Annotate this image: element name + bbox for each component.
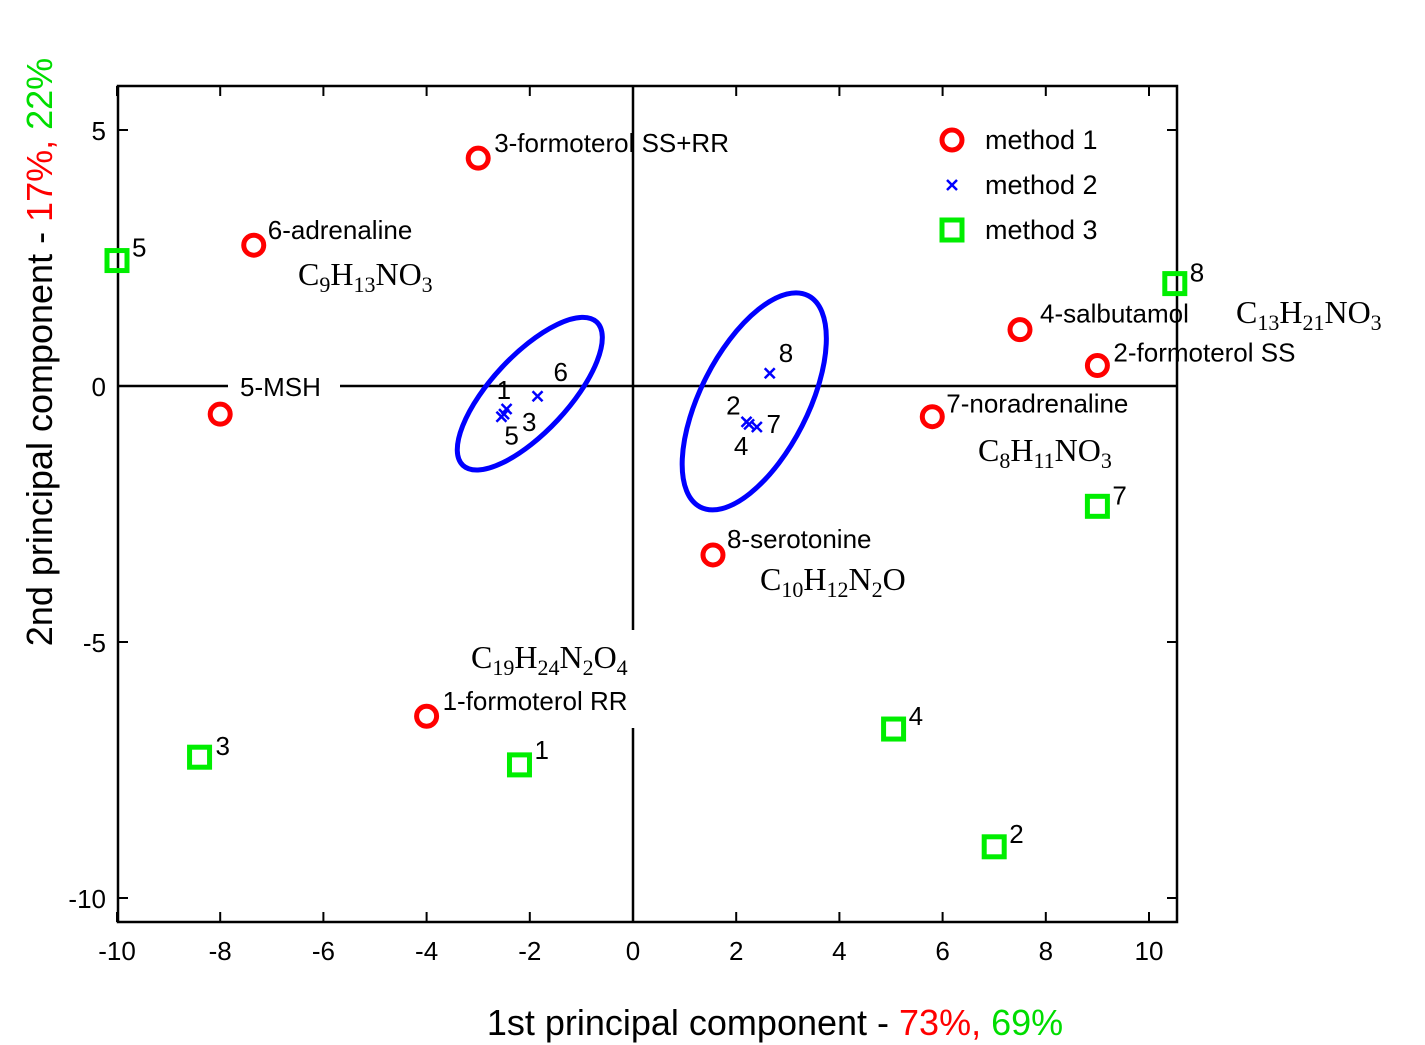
point-label: 6 <box>554 357 568 387</box>
chemical-formula: C13H21NO3 <box>1236 294 1382 335</box>
method3-point <box>104 248 130 274</box>
chemical-formula: C8H11NO3 <box>978 432 1112 473</box>
method2-point <box>531 390 544 403</box>
method1-point <box>465 145 491 171</box>
x-axis-pct-method3: 69% <box>991 1002 1063 1043</box>
point-label: 4-salbutamol <box>1040 299 1189 329</box>
point-label: 4 <box>734 431 748 461</box>
x-tick-label: 8 <box>1039 936 1053 966</box>
method2-point-stroke <box>495 410 508 423</box>
x-axis-title-text: 1st principal component - <box>487 1002 899 1043</box>
cluster-ellipse <box>454 314 605 473</box>
y-tick-label: 0 <box>92 372 106 402</box>
method3-point <box>187 744 213 770</box>
point-label: 1 <box>534 735 548 765</box>
point-label: 5-MSH <box>240 372 321 402</box>
point-label: 3 <box>216 731 230 761</box>
x-tick-label: 0 <box>626 936 640 966</box>
legend-label: method 1 <box>985 125 1098 155</box>
method3-point <box>1162 271 1188 297</box>
method1-point <box>1007 317 1033 343</box>
point-label: 4 <box>909 701 923 731</box>
chemical-formula: C9H13NO3 <box>298 256 433 297</box>
legend-method3-marker <box>939 217 965 243</box>
method1-point <box>700 542 726 568</box>
legend: method 1 method 2 method 3 <box>939 125 1098 245</box>
point-label: 5 <box>132 233 146 263</box>
y-axis-pct-method3: 22% <box>19 58 60 130</box>
chemical-formula: C19H24N2O4 <box>471 639 628 680</box>
legend-method1-marker <box>939 127 965 153</box>
y-tick-label: -10 <box>68 884 106 914</box>
legend-label: method 3 <box>985 215 1098 245</box>
method2-point-stroke <box>740 415 753 428</box>
method2-point-stroke <box>750 421 763 433</box>
x-tick-label: -4 <box>415 936 438 966</box>
x-tick-label: 4 <box>832 936 846 966</box>
method3-point <box>506 752 532 778</box>
method1-point <box>241 232 267 258</box>
x-tick-label: 6 <box>935 936 949 966</box>
y-axis-pct-method1: 17%, <box>19 140 60 222</box>
point-label: 6-adrenaline <box>268 215 413 245</box>
data-markers <box>104 145 1188 860</box>
x-axis-title: 1st principal component - 73%, 69% <box>487 1002 1063 1043</box>
method2-point <box>763 367 776 380</box>
cluster-ellipse <box>679 290 829 513</box>
point-label: 7 <box>1112 480 1126 510</box>
legend-label: method 2 <box>985 170 1098 200</box>
point-label: 2 <box>726 390 740 420</box>
axis-ticks: -10 -8 -6 -4 -2 0 2 4 6 8 10 5 0 -5 -10 <box>68 86 1177 966</box>
method2-point-stroke <box>763 367 776 380</box>
point-label: 3-formoterol SS+RR <box>494 128 729 158</box>
point-label: 1-formoterol RR <box>443 686 628 716</box>
y-axis-title-text: 2nd principal component - <box>19 222 60 646</box>
point-label: 8 <box>1190 258 1204 288</box>
method1-point <box>207 401 233 427</box>
plot-frame <box>116 84 1179 924</box>
method1-point <box>919 404 945 430</box>
method3-point <box>1084 493 1110 519</box>
legend-method2-marker <box>946 179 958 191</box>
method2-point <box>740 415 753 428</box>
method1-point <box>414 703 440 729</box>
y-tick-label: 5 <box>92 116 106 146</box>
x-tick-label: 2 <box>729 936 743 966</box>
x-tick-label: -2 <box>518 936 541 966</box>
x-tick-label: -10 <box>98 936 136 966</box>
point-label: 2 <box>1009 819 1023 849</box>
y-axis-title: 2nd principal component - 17%, 22% <box>19 58 60 646</box>
chemical-formula: C10H12N2O <box>760 561 906 602</box>
method3-point <box>881 716 907 742</box>
zero-lines <box>118 86 1177 922</box>
cluster-ellipses <box>454 290 829 513</box>
point-label: 7-noradrenaline <box>946 389 1128 419</box>
method2-point <box>750 421 763 433</box>
method2-point-stroke <box>531 390 544 403</box>
point-label: 7 <box>767 409 781 439</box>
plot-border <box>116 84 1179 924</box>
legend-marker-stroke <box>946 179 958 191</box>
point-label: 2-formoterol SS <box>1113 338 1295 368</box>
x-tick-label: 10 <box>1135 936 1164 966</box>
point-label: 1 <box>497 375 511 405</box>
x-tick-label: -8 <box>209 936 232 966</box>
method2-point <box>495 410 508 423</box>
chemical-formulas: C9H13NO3 C13H21NO3 C8H11NO3 C10H12N2O C19H24… <box>298 256 1382 680</box>
method3-point <box>981 834 1007 860</box>
x-axis-pct-method1: 73%, <box>899 1002 981 1043</box>
point-label: 8-serotonine <box>727 524 872 554</box>
point-label: 3 <box>522 407 536 437</box>
point-label: 8 <box>779 338 793 368</box>
point-label: 5 <box>504 421 518 451</box>
point-labels: 1-formoterol RR 2-formoterol SS 3-formoter… <box>132 128 1295 849</box>
y-tick-label: -5 <box>83 628 106 658</box>
method1-point <box>1084 353 1110 379</box>
x-tick-label: -6 <box>312 936 335 966</box>
